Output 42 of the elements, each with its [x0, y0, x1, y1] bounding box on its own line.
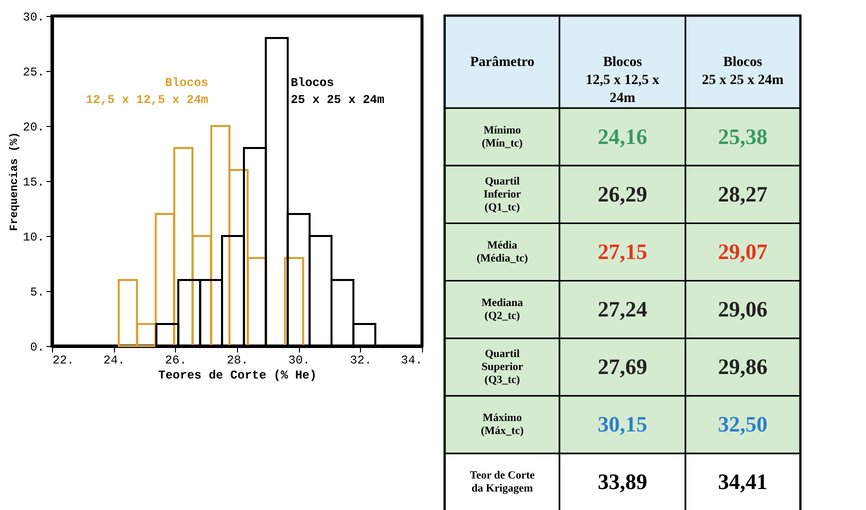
text: 28,27 — [718, 181, 768, 206]
x-tick-label: 28. — [226, 354, 248, 368]
category-label: Máximo (Máx_tc) — [480, 412, 524, 438]
x-tick-label: 34. — [400, 354, 422, 368]
category-label: Mínimo (Mín_tc) — [482, 124, 523, 150]
y-tick-label: 25. — [22, 66, 44, 80]
y-tick-label: 15. — [22, 176, 44, 190]
category-label: Média (Média_tc) — [476, 239, 528, 264]
x-tick-label: 32. — [350, 354, 372, 368]
x-tick-label: 26. — [165, 354, 187, 368]
text: 29,07 — [718, 238, 768, 264]
category-label: Blocos 25 x 25 x 24m — [702, 55, 784, 88]
y-tick-label: 30. — [22, 10, 44, 24]
text: 25,38 — [718, 124, 768, 149]
category-label: Blocos 12,5 x 12,5 x 24m — [586, 55, 660, 106]
text: 24,16 — [598, 124, 648, 149]
series-label: Blocos 25 x 25 x 24m — [290, 76, 384, 107]
text: 27,69 — [598, 354, 648, 380]
text: 34,41 — [718, 469, 768, 494]
x-axis-title: Teores de Corte (% He) — [158, 368, 317, 382]
category-label: Teor de Corte da Krigagem — [470, 470, 535, 495]
text: Parâmetro — [470, 55, 534, 70]
y-tick-label: 5. — [30, 286, 44, 300]
text: 30,15 — [598, 412, 648, 437]
x-tick-label: 22. — [52, 354, 74, 368]
text: 26,29 — [598, 181, 648, 206]
series-label: Blocos 12,5 x 12,5 x 24m — [86, 76, 208, 107]
y-tick-label: 10. — [22, 230, 44, 244]
y-axis-title: Frequencias (%) — [8, 132, 21, 232]
y-tick-label: 0. — [30, 340, 44, 354]
y-tick-label: 20. — [22, 120, 44, 134]
text: 33,89 — [598, 469, 648, 494]
x-tick-label: 24. — [103, 354, 125, 368]
text: 27,24 — [598, 296, 648, 322]
category-label: Mediana (Q2_tc) — [481, 297, 524, 322]
text: 32,50 — [718, 412, 768, 437]
category-label: Quartil Superior (Q3_tc) — [481, 348, 524, 386]
text: 29,06 — [718, 296, 768, 322]
text: 27,15 — [598, 238, 648, 264]
text: 29,86 — [718, 354, 768, 380]
x-tick-label: 30. — [288, 354, 310, 368]
category-label: Quartil Inferior (Q1_tc) — [484, 175, 521, 214]
